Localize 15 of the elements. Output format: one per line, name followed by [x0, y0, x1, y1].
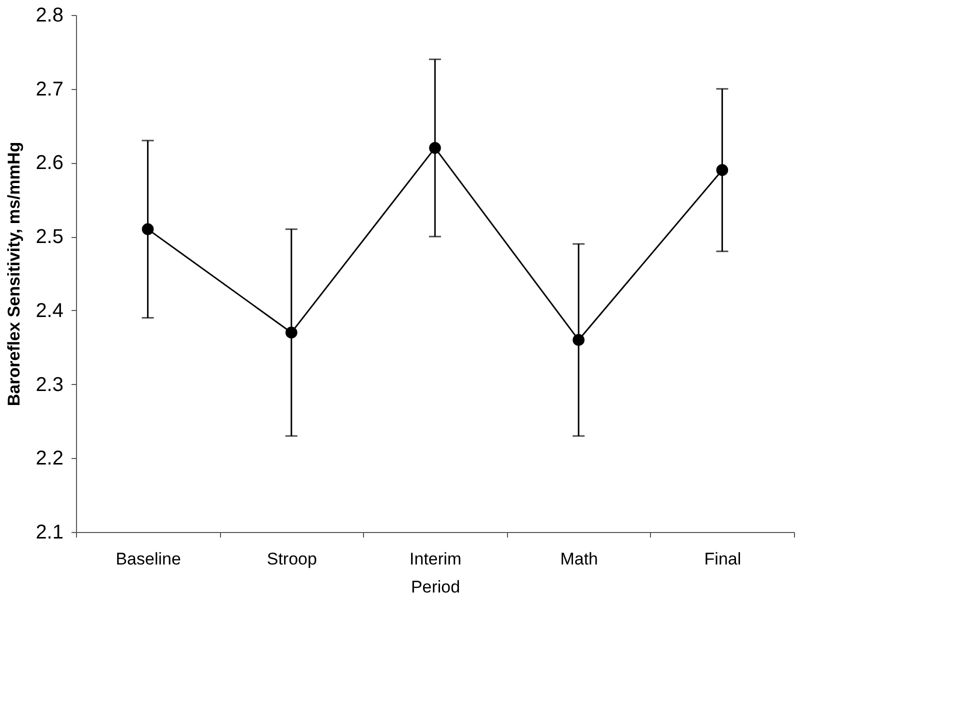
- x-tick-label: Stroop: [266, 550, 317, 568]
- x-tick-label: Math: [560, 550, 598, 568]
- x-tick-label: Interim: [410, 550, 462, 568]
- y-tick-label: 2.2: [36, 448, 64, 470]
- y-tick-label: 2.7: [36, 78, 64, 100]
- y-tick-label: 2.3: [36, 374, 64, 396]
- x-tick-label: Baseline: [116, 550, 181, 568]
- y-tick-label: 2.1: [36, 522, 64, 544]
- y-tick-label: 2.6: [36, 152, 64, 174]
- y-tick-label: 2.8: [36, 4, 64, 26]
- x-axis-title: Period: [410, 578, 460, 596]
- y-axis-title: Baroreflex Sensitivity, ms/mmHg: [4, 142, 24, 406]
- y-tick-label: 2.5: [36, 226, 64, 248]
- y-tick-label: 2.4: [36, 300, 64, 322]
- x-tick-label: Final: [704, 550, 742, 568]
